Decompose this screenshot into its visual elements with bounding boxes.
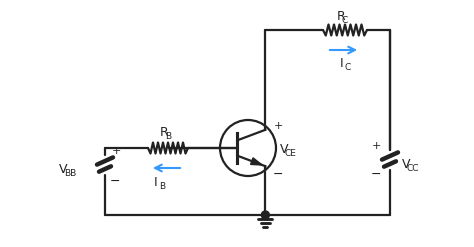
Text: CE: CE	[285, 148, 297, 158]
Circle shape	[261, 211, 269, 219]
Text: CC: CC	[407, 164, 419, 173]
Text: B: B	[164, 132, 171, 141]
Text: I: I	[154, 176, 158, 188]
Text: −: −	[110, 174, 120, 187]
Text: V: V	[280, 143, 289, 156]
Text: C: C	[342, 16, 348, 24]
Text: V: V	[402, 158, 410, 170]
Text: R: R	[160, 125, 169, 139]
Text: C: C	[345, 62, 351, 72]
Text: I: I	[340, 57, 344, 69]
Text: V: V	[59, 163, 67, 176]
Text: BB: BB	[64, 168, 76, 178]
Text: −: −	[371, 167, 381, 181]
Text: +: +	[371, 141, 381, 151]
Polygon shape	[251, 158, 262, 165]
Text: −: −	[273, 167, 283, 181]
Text: B: B	[159, 182, 165, 190]
Text: +: +	[111, 146, 121, 156]
Text: +: +	[273, 121, 283, 131]
Text: R: R	[337, 9, 346, 22]
